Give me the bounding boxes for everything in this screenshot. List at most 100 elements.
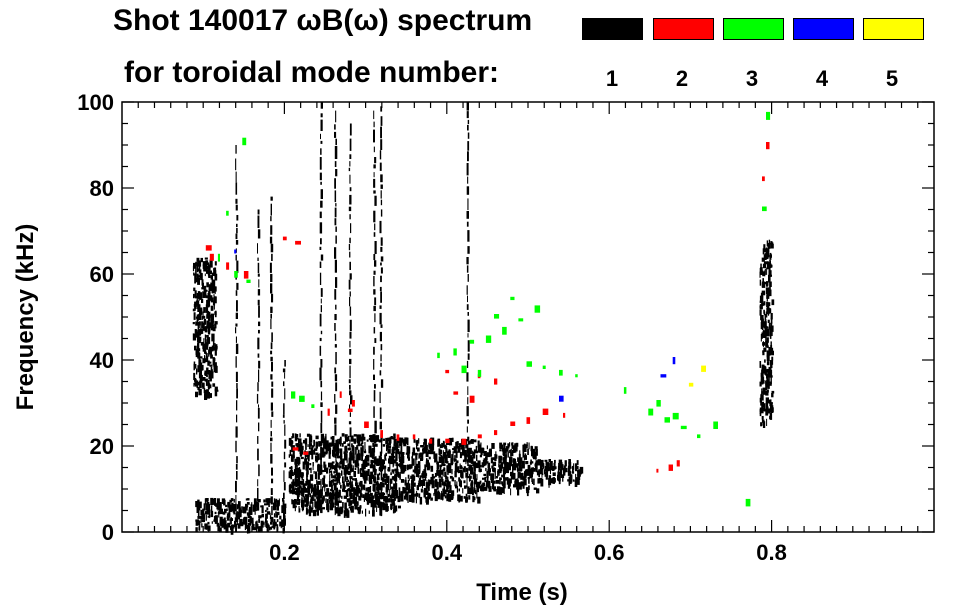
spectral-mark bbox=[294, 506, 296, 512]
spectral-mark bbox=[345, 466, 349, 475]
burst-segment bbox=[270, 419, 272, 428]
spectral-mark bbox=[765, 391, 769, 396]
spectral-mark bbox=[533, 487, 537, 490]
spectral-mark bbox=[296, 494, 299, 502]
spectral-mark bbox=[337, 510, 341, 517]
spectral-mark bbox=[214, 386, 218, 392]
spectral-mark bbox=[380, 490, 383, 493]
spectral-mark bbox=[208, 284, 212, 292]
spectral-mark bbox=[471, 450, 473, 457]
spectral-mark bbox=[218, 527, 222, 533]
spectral-mark bbox=[397, 437, 402, 443]
data-point bbox=[518, 318, 524, 322]
y-tick-label: 60 bbox=[90, 262, 114, 287]
spectral-mark bbox=[495, 476, 498, 479]
spectral-mark bbox=[247, 519, 250, 522]
spectral-mark bbox=[548, 479, 550, 488]
burst-segment bbox=[349, 475, 352, 487]
burst-segment bbox=[467, 124, 469, 131]
burst-segment bbox=[271, 293, 274, 303]
burst-line bbox=[256, 209, 261, 511]
spectral-blob bbox=[398, 437, 482, 505]
spectral-mark bbox=[766, 262, 771, 270]
burst-segment bbox=[270, 216, 272, 222]
spectral-mark bbox=[266, 500, 270, 506]
spectral-mark bbox=[378, 495, 380, 504]
spectral-mark bbox=[339, 436, 342, 444]
burst-segment bbox=[380, 139, 383, 150]
spectral-mark bbox=[417, 465, 421, 468]
spectral-mark bbox=[322, 433, 325, 442]
spectral-mark bbox=[563, 465, 566, 470]
spectral-mark bbox=[370, 499, 373, 508]
spectral-mark bbox=[323, 441, 327, 449]
spectral-mark bbox=[337, 478, 339, 484]
spectral-mark bbox=[313, 439, 315, 446]
burst-segment bbox=[271, 388, 274, 398]
spectral-mark bbox=[317, 495, 320, 503]
burst-segment bbox=[335, 277, 338, 288]
spectral-mark bbox=[363, 484, 366, 491]
spectral-mark bbox=[300, 472, 304, 479]
burst-segment bbox=[350, 507, 352, 511]
spectral-mark bbox=[341, 443, 344, 447]
spectral-mark bbox=[512, 449, 516, 453]
burst-segment bbox=[334, 344, 337, 348]
burst-segment bbox=[319, 272, 322, 285]
spectral-mark bbox=[400, 491, 403, 495]
spectral-mark bbox=[415, 440, 418, 445]
spectral-mark bbox=[363, 496, 365, 502]
spectral-mark bbox=[508, 478, 511, 486]
spectral-mark bbox=[218, 502, 222, 509]
spectral-mark bbox=[483, 458, 487, 466]
spectral-mark bbox=[211, 333, 215, 342]
burst-segment bbox=[320, 459, 322, 468]
spectral-mark bbox=[385, 458, 387, 461]
burst-segment bbox=[349, 412, 351, 417]
burst-segment bbox=[467, 295, 468, 303]
spectral-mark bbox=[502, 483, 506, 489]
burst-segment bbox=[334, 218, 337, 226]
burst-segment bbox=[270, 431, 272, 437]
spectral-mark bbox=[425, 496, 429, 503]
spectral-mark bbox=[548, 459, 551, 463]
spectral-mark bbox=[484, 486, 488, 491]
burst-line bbox=[319, 102, 324, 511]
spectral-mark bbox=[553, 462, 556, 470]
spectral-mark bbox=[371, 452, 374, 459]
burst-segment bbox=[349, 123, 352, 136]
spectral-mark bbox=[303, 482, 305, 488]
data-point bbox=[364, 421, 369, 428]
spectral-mark bbox=[372, 504, 375, 513]
spectral-mark bbox=[465, 497, 468, 502]
spectral-mark bbox=[322, 477, 325, 485]
spectral-mark bbox=[297, 469, 302, 478]
burst-segment bbox=[467, 319, 470, 333]
spectral-mark bbox=[281, 505, 285, 514]
spectral-mark bbox=[197, 337, 200, 344]
spectral-mark bbox=[319, 464, 323, 472]
spectral-mark bbox=[358, 495, 362, 501]
spectral-mark bbox=[359, 506, 361, 512]
spectral-mark bbox=[540, 459, 544, 467]
spectral-mark bbox=[761, 416, 764, 420]
spectral-mark bbox=[770, 322, 773, 326]
spectral-mark bbox=[347, 443, 350, 447]
spectral-mark bbox=[460, 482, 462, 488]
spectral-mark bbox=[317, 464, 321, 472]
spectral-mark bbox=[276, 500, 280, 507]
spectral-mark bbox=[211, 521, 213, 524]
burst-line bbox=[282, 360, 287, 524]
burst-segment bbox=[271, 253, 273, 261]
spectral-mark bbox=[391, 476, 395, 480]
spectral-mark bbox=[294, 505, 297, 508]
spectral-mark bbox=[457, 445, 461, 453]
spectral-mark bbox=[256, 526, 258, 533]
spectral-mark bbox=[241, 506, 243, 513]
spectral-mark bbox=[203, 343, 206, 347]
burst-segment bbox=[320, 238, 322, 245]
spectral-mark bbox=[529, 461, 532, 465]
spectral-mark bbox=[442, 440, 445, 448]
burst-segment bbox=[335, 226, 337, 232]
spectral-mark bbox=[258, 518, 260, 523]
